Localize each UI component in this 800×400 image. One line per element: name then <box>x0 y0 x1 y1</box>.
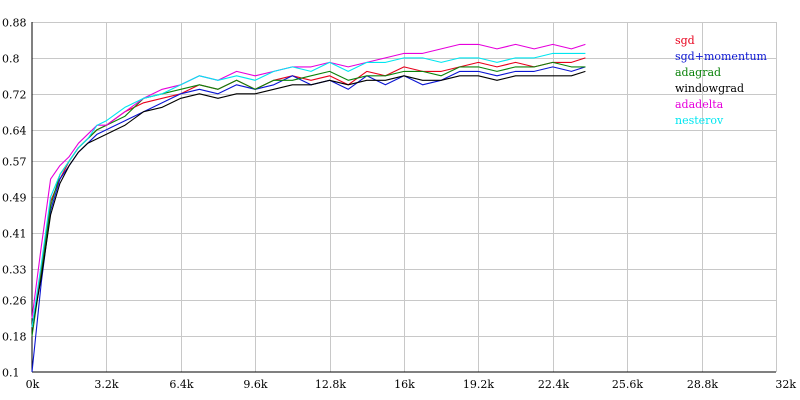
x-tick-label: 25.6k <box>612 378 643 391</box>
y-tick-label: 0.41 <box>2 228 27 241</box>
legend-item: adadelta <box>675 98 724 111</box>
legend-item: nesterov <box>675 114 724 127</box>
y-tick-label: 0.26 <box>2 295 27 308</box>
x-tick-label: 28.8k <box>687 378 718 391</box>
y-tick-label: 0.72 <box>2 89 27 102</box>
axes <box>31 22 776 373</box>
x-tick-labels: 0k 3.2k 6.4k 9.6k 12.8k 16k 19.2k 22.4k 25.6k 28.… <box>26 378 797 391</box>
grid <box>32 22 777 372</box>
legend-item: adagrad <box>675 66 721 79</box>
series-line-sgd-momentum <box>31 66 586 373</box>
y-tick-label: 0.1 <box>2 367 20 380</box>
series-line-nesterov <box>31 52 586 328</box>
series-line-adagrad <box>31 61 586 337</box>
legend-item: sgd <box>675 34 695 47</box>
y-tick-label: 0.64 <box>2 125 27 138</box>
x-tick-label: 16k <box>394 378 415 391</box>
x-tick-label: 32k <box>775 378 796 391</box>
series-line-sgd <box>31 57 586 328</box>
series-lines <box>31 43 586 373</box>
x-tick-label: 12.8k <box>315 378 346 391</box>
x-tick-label: 6.4k <box>169 378 193 391</box>
series-line-windowgrad <box>31 70 586 328</box>
y-tick-labels: 0.1 0.18 0.26 0.33 0.41 0.49 0.57 0.64 0.72 0.8 0.… <box>2 17 27 380</box>
y-tick-label: 0.18 <box>2 331 27 344</box>
y-tick-label: 0.33 <box>2 264 27 277</box>
x-tick-label: 19.2k <box>463 378 494 391</box>
y-tick-label: 0.49 <box>2 192 27 205</box>
y-tick-label: 0.88 <box>2 17 27 30</box>
x-tick-label: 0k <box>26 378 40 391</box>
x-tick-label: 22.4k <box>538 378 569 391</box>
x-tick-label: 9.6k <box>243 378 267 391</box>
y-tick-label: 0.8 <box>2 53 20 66</box>
x-tick-label: 3.2k <box>94 378 118 391</box>
series-line-adadelta <box>31 43 586 319</box>
legend-item: sgd+momentum <box>675 50 768 63</box>
legend: sgd sgd+momentum adagrad windowgrad adadelta… <box>675 34 768 127</box>
y-tick-label: 0.57 <box>2 156 27 169</box>
legend-item: windowgrad <box>675 82 744 95</box>
